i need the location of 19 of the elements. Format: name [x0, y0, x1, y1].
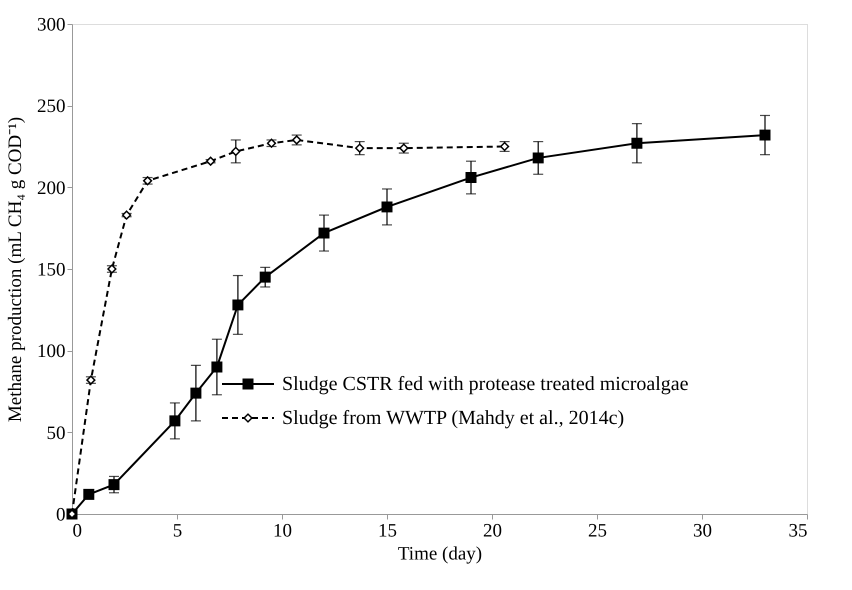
legend-label: Sludge from WWTP (Mahdy et al., 2014c) — [282, 407, 624, 429]
y-tick-label: 100 — [37, 341, 66, 362]
x-tick-label: 10 — [273, 520, 292, 542]
y-tick-label: 200 — [37, 178, 66, 199]
y-tick-label: 150 — [37, 260, 66, 280]
y-tick-label: 0 — [56, 504, 66, 526]
legend-label: Sludge CSTR fed with protease treated microalgae — [282, 373, 689, 395]
x-tick-label: 35 — [788, 520, 808, 542]
y-tick-label: 250 — [37, 96, 66, 118]
x-tick-label: 20 — [483, 520, 502, 542]
x-tick-label: 5 — [172, 520, 182, 542]
y-axis-title: Methane production (mL CH₄ g COD⁻¹) — [5, 116, 26, 422]
y-tick-label: 300 — [37, 14, 66, 36]
x-tick-label: 15 — [378, 520, 397, 542]
x-axis-title: Time (day) — [398, 544, 482, 564]
y-tick-label: 50 — [46, 422, 66, 444]
x-tick-label: 25 — [588, 520, 607, 542]
x-tick-label: 0 — [72, 520, 82, 542]
x-tick-label: 30 — [693, 520, 712, 542]
